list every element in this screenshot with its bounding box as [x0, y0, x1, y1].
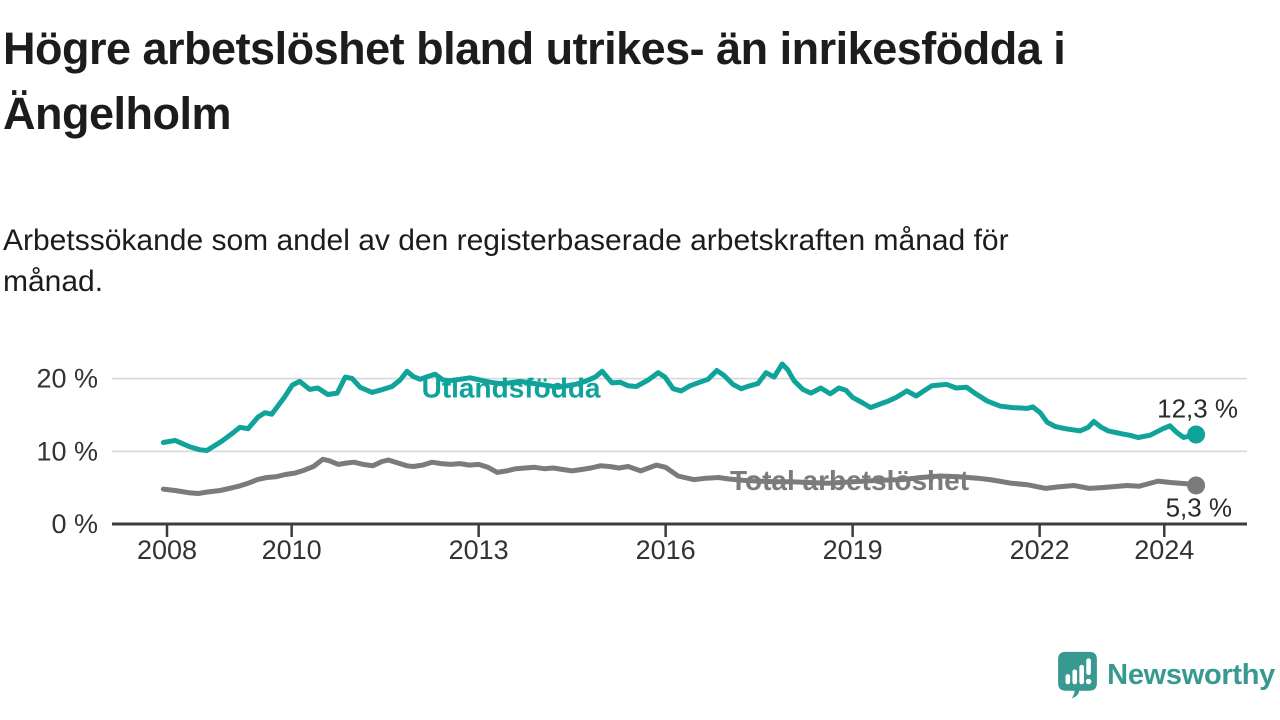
- series-end-dot-total: [1187, 476, 1206, 495]
- x-tick-label-2022: 2022: [1010, 535, 1070, 565]
- chart-title: Högre arbetslöshet bland utrikes- än inr…: [3, 16, 1265, 147]
- newsworthy-logo-text: Newsworthy: [1107, 658, 1275, 691]
- y-gridlines: [112, 377, 1247, 453]
- y-tick-label-20: 20 %: [36, 364, 98, 394]
- speech-bubble-shape: [1058, 651, 1098, 699]
- x-tick-label-2019: 2019: [823, 535, 883, 565]
- y-axis-labels: 0 % 10 % 20 %: [36, 364, 98, 539]
- x-tick-label-2010: 2010: [262, 535, 322, 565]
- series-line-total: [160, 456, 1199, 496]
- chart-title-line1: Högre arbetslöshet bland utrikes- än inr…: [3, 23, 1066, 74]
- newsworthy-logo: Newsworthy: [1057, 651, 1275, 699]
- x-axis: 2008 2010 2013 2016 2019 2022 2024: [112, 522, 1247, 565]
- y-tick-label-10: 10 %: [36, 436, 98, 466]
- x-tick-label-2008: 2008: [137, 535, 197, 565]
- chart-title-line2: Ängelholm: [3, 88, 232, 140]
- x-tick-label-2016: 2016: [636, 535, 696, 565]
- chart-subtitle-line1: Arbetssökande som andel av den registerb…: [3, 224, 1009, 257]
- chart-subtitle-line2: månad.: [3, 265, 104, 299]
- y-tick-label-0: 0 %: [51, 509, 98, 539]
- series-line-utlandsfodda: [160, 361, 1199, 453]
- x-tick-label-2013: 2013: [449, 535, 509, 565]
- chart-subtitle: Arbetssökande som andel av den registerb…: [3, 220, 1243, 303]
- series-end-value-utlandsfodda: 12,3 %: [1157, 394, 1238, 424]
- series-end-value-total: 5,3 %: [1166, 492, 1233, 522]
- logo-bar-chart-glyph: [1065, 658, 1092, 685]
- newsworthy-logo-icon: [1058, 651, 1098, 699]
- x-tick-label-2024: 2024: [1134, 535, 1194, 565]
- series-label-total: Total arbetslöshet: [730, 465, 969, 496]
- series-end-dot-utlandsfodda: [1187, 425, 1206, 444]
- series-label-utlandsfodda: Utlandsfödda: [422, 372, 601, 403]
